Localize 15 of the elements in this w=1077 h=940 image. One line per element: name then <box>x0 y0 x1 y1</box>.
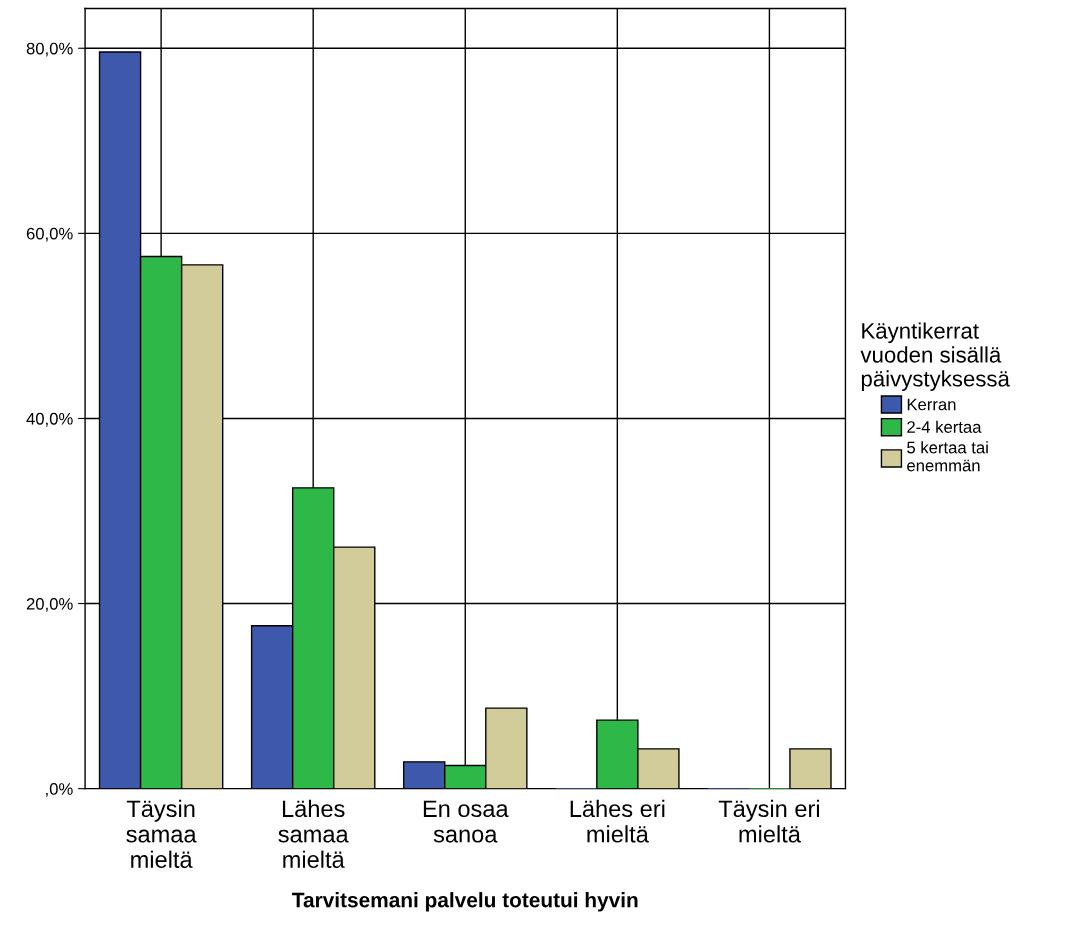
x-axis-title: Tarvitsemani palvelu toteutui hyvin <box>292 892 638 912</box>
legend-label: 5 kertaa tai enemmän <box>907 441 988 472</box>
y-tick-label: 20,0% <box>26 597 73 612</box>
legend-title: Käyntikerrat vuoden sisällä päivystyksessä <box>860 322 1010 391</box>
x-tick-label: Lähes eri mieltä <box>570 799 665 843</box>
y-tick-label: 80,0% <box>26 42 73 57</box>
x-tick-label: Täysin samaa mieltä <box>126 799 197 868</box>
y-tick-label: 60,0% <box>26 227 73 242</box>
y-tick-label: 40,0% <box>26 412 73 427</box>
y-tick-label: ,0% <box>46 783 73 797</box>
x-tick-label: Täysin eri mieltä <box>718 799 819 843</box>
legend-label: 2-4 kertaa <box>907 420 982 433</box>
x-tick-label: Lähes samaa mieltä <box>278 799 349 868</box>
legend-label: Kerran <box>907 398 956 411</box>
x-tick-label: En osaa sanoa <box>423 800 509 843</box>
